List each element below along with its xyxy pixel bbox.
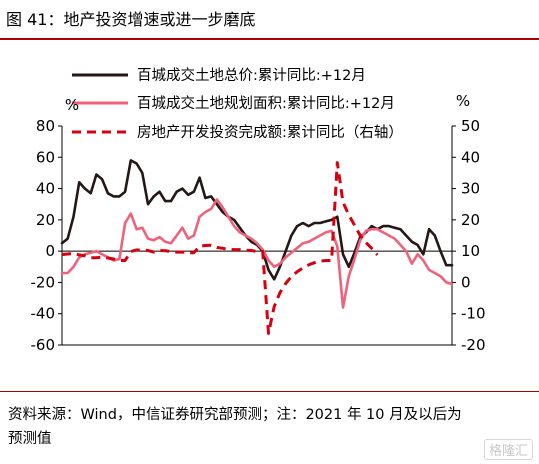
series-line-2: [60, 198, 454, 309]
legend-label-2: 百城成交土地规划面积:累计同比:+12月: [137, 94, 395, 112]
y-left-tick-label: -20: [31, 273, 56, 291]
y-left-tick-label: -40: [31, 305, 56, 323]
y-right-tick-label: -20: [461, 336, 486, 354]
line-chart: 百城成交土地总价:累计同比:+12月百城成交土地规划面积:累计同比:+12月房地…: [31, 66, 486, 354]
source-note: 资料来源：Wind，中信证券研究部预测；注：2021 年 10 月及以后为预测值: [8, 407, 462, 447]
y-left-tick-label: -60: [31, 336, 56, 354]
y-left-tick-label: 80: [36, 117, 55, 135]
footer-rule: [0, 391, 539, 392]
axes: 806040200-20-40-6050403020100-10-20%%17-…: [31, 92, 486, 354]
figure-title: 图 41：地产投资增速或进一步磨底: [6, 10, 256, 29]
y-right-unit: %: [456, 92, 470, 110]
y-right-tick-label: -10: [461, 305, 486, 323]
y-left-tick-label: 40: [36, 180, 55, 198]
y-left-unit: %: [65, 96, 79, 114]
series-layer: [60, 159, 454, 335]
series-line-1: [60, 159, 454, 281]
series-line-3: [61, 161, 379, 335]
legend: 百城成交土地总价:累计同比:+12月百城成交土地规划面积:累计同比:+12月房地…: [72, 66, 403, 141]
y-right-tick-label: 50: [461, 117, 480, 135]
y-left-tick-label: 20: [36, 211, 55, 229]
y-right-tick-label: 0: [461, 273, 471, 291]
y-left-tick-label: 60: [36, 148, 55, 166]
watermark: 格隆汇: [483, 439, 533, 460]
y-right-tick-label: 40: [461, 148, 480, 166]
legend-label-1: 百城成交土地总价:累计同比:+12月: [137, 66, 366, 84]
y-right-tick-label: 20: [461, 211, 480, 229]
legend-label-3: 房地产开发投资完成额:累计同比（右轴）: [137, 124, 403, 141]
title-rule: [0, 38, 539, 40]
y-right-tick-label: 10: [461, 242, 480, 260]
y-left-tick-label: 0: [45, 242, 55, 260]
y-right-tick-label: 30: [461, 180, 480, 198]
